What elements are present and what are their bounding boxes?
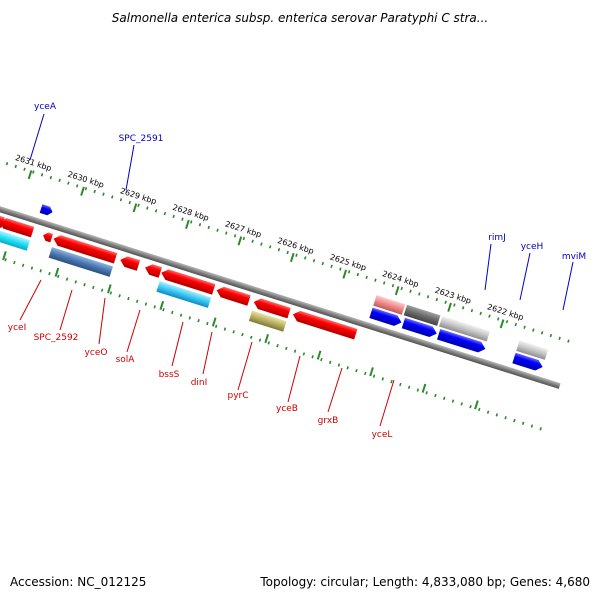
gene-pyrC-feature[interactable]	[156, 281, 212, 308]
gene-label-yceO[interactable]: yceO	[85, 348, 108, 358]
gene-label-rimJ[interactable]: rimJ	[488, 233, 506, 243]
gene-yceH[interactable]	[401, 317, 439, 339]
forward-gene-labels: yceA SPC_2591 rimJ yceH mviM	[34, 102, 586, 262]
gene-SPC_2592-cds[interactable]	[0, 216, 35, 238]
tick-row-outer	[0, 145, 574, 345]
gene-mviM-pseudo[interactable]	[439, 315, 491, 342]
gene-label-yceL[interactable]: yceL	[372, 430, 393, 440]
gene-solA-feature[interactable]	[48, 247, 113, 277]
gene-label-dinI[interactable]: dinI	[191, 378, 208, 388]
gene-rimJ[interactable]	[373, 295, 406, 315]
major-ticks-outer	[27, 170, 505, 329]
genome-title: Salmonella enterica subsp. enterica sero…	[112, 11, 488, 25]
reverse-gene-labels: yceI SPC_2592 yceO solA bssS dinI pyrC y…	[8, 323, 393, 440]
genome-summary: Topology: circular; Length: 4,833,080 bp…	[259, 575, 590, 589]
gene-mviM[interactable]	[437, 328, 487, 354]
forward-strand-outer	[373, 295, 549, 360]
gene-next[interactable]	[512, 352, 544, 373]
kbp-label: 2629 kbp	[119, 186, 158, 206]
kbp-label: 2623 kbp	[434, 286, 473, 306]
gene-label-SPC_2592[interactable]: SPC_2592	[34, 333, 79, 343]
gene-yceH-pseudo[interactable]	[403, 304, 441, 326]
kbp-label: 2624 kbp	[381, 269, 420, 289]
gene-label-yceI[interactable]: yceI	[8, 323, 26, 333]
gene-grxB-feature[interactable]	[248, 310, 287, 332]
tick-row-inner	[0, 233, 547, 432]
kbp-label: 2626 kbp	[276, 236, 315, 256]
gene-yceL[interactable]	[291, 309, 358, 340]
gene-label-bssS[interactable]: bssS	[159, 370, 180, 380]
gene-SPC_2592[interactable]	[0, 230, 31, 251]
reverse-strand-inner	[0, 208, 358, 340]
gene-label-pyrC[interactable]: pyrC	[227, 391, 248, 401]
genome-axis: 2631 kbp 2630 kbp 2629 kbp 2628 kbp 2627…	[0, 145, 574, 432]
gene-label-yceH[interactable]: yceH	[521, 242, 544, 252]
gene-label-mviM[interactable]: mviM	[562, 252, 586, 262]
reverse-strand-outer	[0, 230, 287, 332]
gene-yceB[interactable]	[215, 285, 251, 306]
gene-label-yceB[interactable]: yceB	[276, 404, 298, 414]
genome-backbone	[0, 187, 561, 389]
kbp-label: 2627 kbp	[224, 219, 263, 239]
gene-pyrC[interactable]	[160, 268, 216, 295]
forward-label-leaders	[29, 113, 574, 311]
gene-bssS[interactable]	[119, 255, 141, 271]
gene-label-yceA[interactable]: yceA	[34, 102, 57, 112]
kbp-label: 2631 kbp	[14, 153, 53, 173]
reverse-label-leaders	[19, 279, 395, 427]
kbp-label: 2628 kbp	[171, 203, 210, 223]
gene-label-SPC_2591[interactable]: SPC_2591	[119, 134, 164, 144]
gene-label-grxB[interactable]: grxB	[318, 416, 339, 426]
accession-label: Accession: NC_012125	[10, 575, 146, 589]
gene-solA[interactable]	[52, 233, 118, 264]
gene-dinI[interactable]	[143, 262, 163, 278]
gene-next-pseudo[interactable]	[516, 340, 549, 360]
forward-strand-inner	[39, 204, 544, 373]
gene-yceO[interactable]	[42, 231, 54, 243]
kbp-label: 2622 kbp	[486, 302, 525, 322]
kbp-label: 2630 kbp	[67, 170, 106, 190]
kbp-label: 2625 kbp	[329, 253, 368, 273]
gene-rimJ-cds[interactable]	[369, 307, 403, 328]
gene-label-solA[interactable]: solA	[116, 355, 136, 365]
major-ticks-inner	[2, 251, 479, 410]
gene-SPC_2591[interactable]	[39, 204, 54, 216]
gene-grxB[interactable]	[252, 297, 291, 319]
